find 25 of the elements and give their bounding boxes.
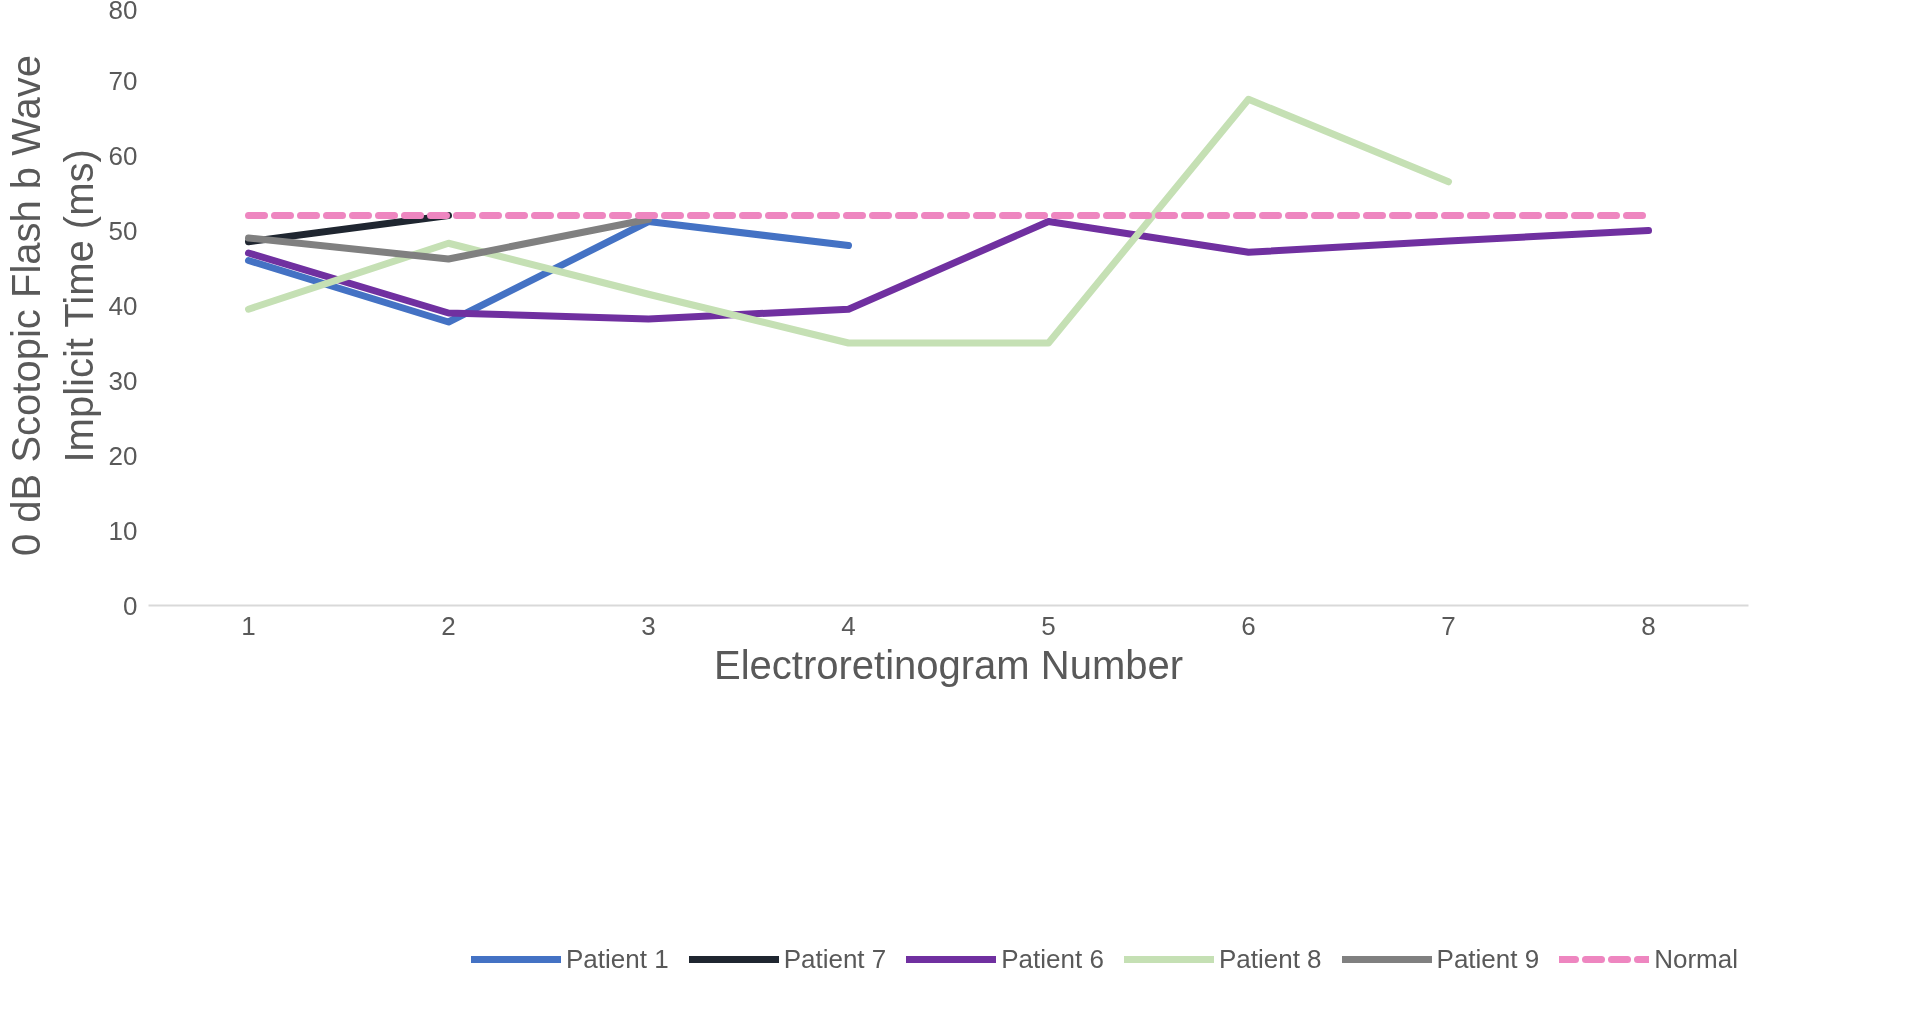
x-axis-title: Electroretinogram Number xyxy=(713,642,1184,687)
x-tick-label: 3 xyxy=(641,610,656,641)
x-tick-label: 7 xyxy=(1441,610,1456,641)
y-tick-label: 80 xyxy=(108,0,138,25)
legend-label: Patient 9 xyxy=(1436,943,1540,975)
x-tick-label: 2 xyxy=(441,610,456,641)
y-tick-label: 40 xyxy=(108,290,138,321)
y-tick-label: 30 xyxy=(108,365,138,396)
legend-label: Patient 1 xyxy=(566,943,669,975)
legend-label: Normal xyxy=(1654,943,1738,975)
y-tick-label: 10 xyxy=(108,515,138,546)
x-tick-label: 8 xyxy=(1641,610,1656,641)
y-tick-label: 70 xyxy=(108,65,138,96)
y-tick-label: 0 xyxy=(123,590,138,621)
y-tick-label: 50 xyxy=(108,215,138,246)
x-tick-label: 5 xyxy=(1041,610,1056,641)
legend-label: Patient 7 xyxy=(783,943,887,975)
y-axis-title: 0 dB Scotopic Flash b Wave Implicit Time (ms) xyxy=(3,55,101,556)
y-tick-label: 60 xyxy=(108,140,138,171)
legend-label: Patient 8 xyxy=(1218,943,1322,975)
x-tick-label: 1 xyxy=(241,610,256,641)
x-tick-label: 4 xyxy=(841,610,856,641)
x-tick-label: 6 xyxy=(1241,610,1256,641)
y-tick-label: 20 xyxy=(108,440,138,471)
legend-label: Patient 6 xyxy=(1001,943,1104,975)
